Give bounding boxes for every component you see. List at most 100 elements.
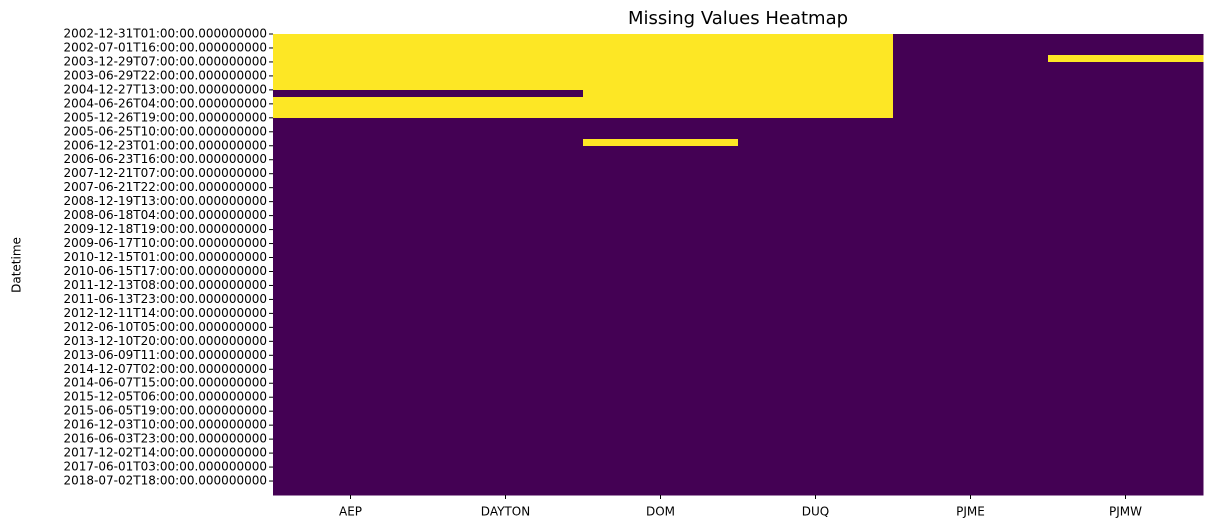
cell [893,327,1049,335]
cell [428,341,584,349]
cell [1048,404,1204,412]
cell [1048,82,1204,91]
cell [738,82,894,91]
cell [738,285,894,293]
cell [273,159,429,168]
cell [893,215,1049,224]
cell [1048,96,1204,105]
cell [1048,341,1204,349]
cell [738,481,894,489]
cell [893,313,1049,321]
cell [428,145,584,154]
cell [893,222,1049,231]
cell [273,299,429,307]
cell [893,89,1049,98]
cell [428,481,584,489]
cell [893,341,1049,349]
cell [273,327,429,335]
y-tick-label: 2004-12-27T13:00:00.000000000 [64,82,268,96]
cell [273,103,429,112]
cell [583,425,739,433]
cell [583,96,739,105]
cell [1048,320,1204,328]
cell [428,418,584,426]
cell [1048,418,1204,426]
cell [583,264,739,272]
cell [428,75,584,84]
y-tick-label: 2002-07-01T16:00:00.000000000 [64,40,268,54]
cell [428,180,584,189]
cell [273,215,429,224]
cell [893,34,1049,42]
cell [273,439,429,447]
cell [893,166,1049,175]
cell [428,250,584,259]
cell [738,306,894,314]
cell [1048,194,1204,203]
cell [1048,292,1204,300]
cell [738,383,894,391]
cell [738,355,894,363]
cell [273,222,429,231]
cell [273,229,429,238]
x-tick-label: AEP [339,505,362,519]
cell [1048,131,1204,140]
cell [738,159,894,168]
y-tick-label: 2005-06-25T10:00:00.000000000 [64,124,268,138]
cell [738,54,894,63]
cell [273,75,429,84]
y-tick-label: 2018-07-02T18:00:00.000000000 [64,474,268,488]
cell [738,208,894,217]
cell [583,341,739,349]
cell [428,110,584,119]
cell [738,264,894,272]
y-tick-label: 2015-12-05T06:00:00.000000000 [64,390,268,404]
cell [583,313,739,321]
cell [583,292,739,300]
cell [1048,327,1204,335]
cell [1048,397,1204,405]
cell [1048,61,1204,70]
cell [428,47,584,56]
cell [738,474,894,482]
cell [583,215,739,224]
y-tick-label: 2008-06-18T04:00:00.000000000 [64,208,268,222]
cell [893,250,1049,259]
cell [583,418,739,426]
cell [738,103,894,112]
cell [273,250,429,259]
cell [1048,369,1204,377]
cell [583,54,739,63]
cell [583,229,739,238]
cell [428,306,584,314]
cell [893,355,1049,363]
cell [583,131,739,140]
cell [1048,453,1204,461]
cell [893,278,1049,286]
cell [893,418,1049,426]
cell [428,117,584,126]
cell [428,285,584,293]
cell [1048,145,1204,154]
cell [893,138,1049,147]
cell [428,173,584,182]
cell [738,75,894,84]
cell [893,243,1049,252]
cell [583,278,739,286]
cell [428,348,584,356]
cell [1048,257,1204,265]
cell [428,460,584,468]
cell [893,103,1049,112]
cell [738,411,894,419]
cell [428,390,584,398]
cell [738,397,894,405]
cell [428,264,584,272]
cell [893,397,1049,405]
y-tick-label: 2006-06-23T16:00:00.000000000 [64,152,268,166]
cell [428,159,584,168]
cell [583,362,739,370]
cell [1048,187,1204,196]
cell [738,138,894,147]
cell [273,341,429,349]
cell [428,327,584,335]
